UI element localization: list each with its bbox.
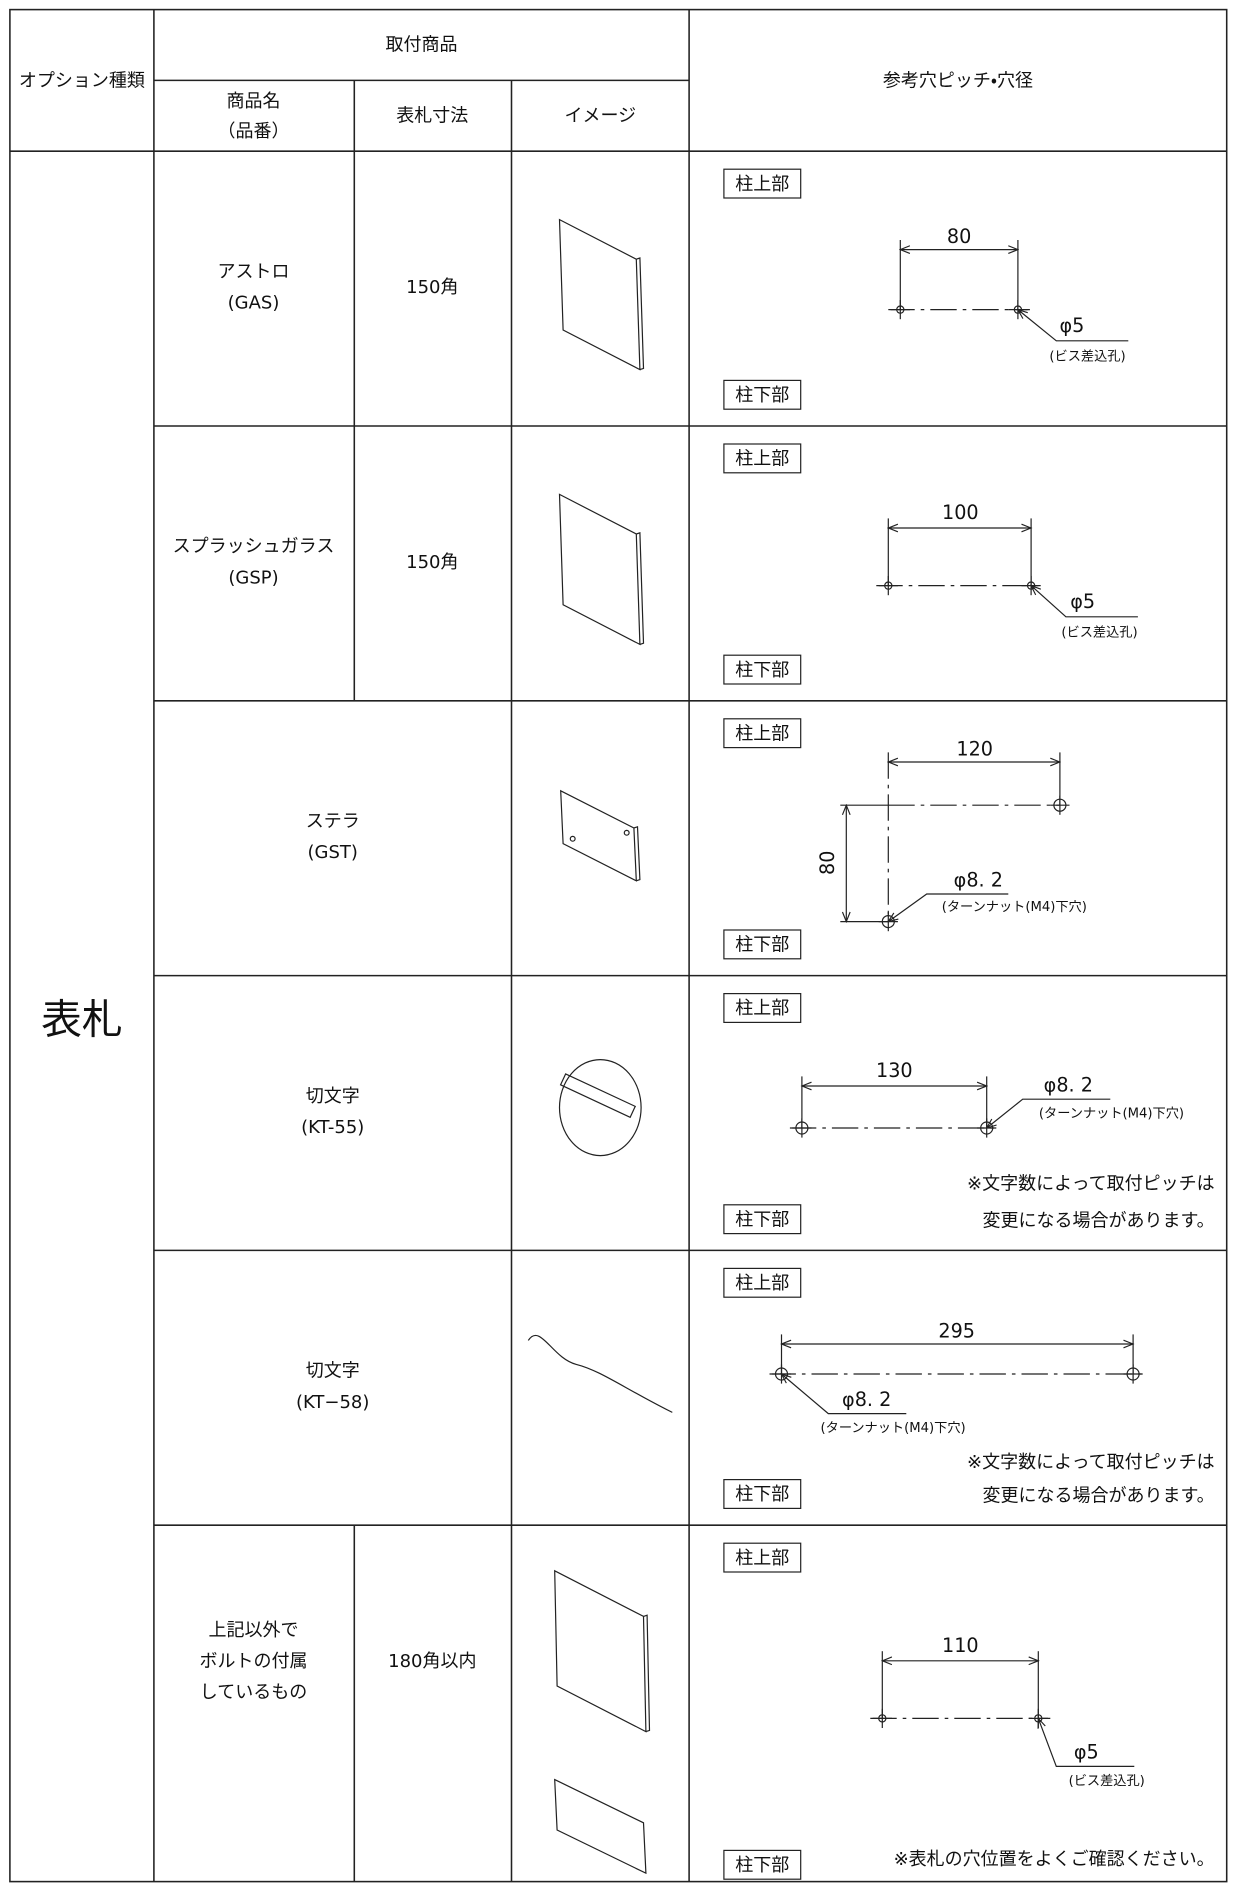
leader [987, 1098, 1111, 1128]
plate-image [558, 218, 645, 371]
dim-value: 295 [938, 1319, 975, 1342]
product-name: スプラッシュガラス [173, 536, 335, 557]
product-name: (GSP) [228, 567, 278, 588]
note: ※文字数によって取付ピッチは [967, 1173, 1215, 1194]
product-name: アストロ [218, 261, 290, 282]
header-product: 取付商品 [386, 35, 458, 56]
label-top: 柱上部 [735, 174, 789, 195]
product-name: (KT-55) [301, 1117, 364, 1138]
hole-note: (ビス差込孔) [1061, 624, 1137, 640]
plate-image [558, 1059, 642, 1157]
plate-image [554, 1569, 651, 1733]
label-bottom: 柱下部 [735, 1484, 789, 1505]
label-box [723, 1267, 802, 1298]
hole-size: φ8. 2 [1044, 1074, 1093, 1097]
plate-image [559, 1073, 637, 1119]
hole-size: φ5 [1059, 314, 1084, 337]
product-name: 切文字 [306, 1361, 360, 1382]
hole-note: (ターンナット(M4)下穴) [1039, 1106, 1184, 1122]
hole-note: (ビス差込孔) [1069, 1773, 1145, 1789]
hole-size: φ5 [1070, 590, 1095, 613]
label-box [723, 1479, 802, 1509]
hole-size: φ5 [1074, 1741, 1099, 1764]
plate-image [554, 1778, 647, 1875]
label-bottom: 柱下部 [735, 660, 789, 681]
product-name: ステラ [306, 811, 360, 832]
label-box [723, 168, 802, 199]
note: 変更になる場合があります。 [982, 1485, 1214, 1506]
leader [1018, 310, 1129, 342]
product-name: ボルトの付属 [200, 1651, 308, 1672]
leader [1031, 586, 1138, 618]
product-name: 上記以外で [209, 1620, 299, 1641]
product-name: (GAS) [228, 293, 280, 314]
label-top: 柱上部 [735, 1273, 789, 1294]
hole-note: (ビス差込孔) [1049, 348, 1125, 364]
header-size: 表札寸法 [396, 105, 468, 126]
hole-size: φ8. 2 [842, 1388, 891, 1411]
plate-size: 180角以内 [388, 1651, 476, 1672]
header-image: イメージ [564, 105, 636, 126]
leader [1038, 1718, 1135, 1767]
label-top: 柱上部 [735, 449, 789, 470]
label-box [723, 718, 802, 749]
label-bottom: 柱下部 [735, 385, 789, 406]
product-name: 切文字 [306, 1086, 360, 1107]
label-bottom: 柱下部 [735, 935, 789, 956]
leader [782, 1374, 907, 1415]
header-code: （品番） [218, 121, 290, 142]
label-bottom: 柱下部 [735, 1209, 789, 1230]
label-box [723, 1849, 802, 1880]
plate-image [560, 789, 641, 882]
label-top: 柱上部 [735, 723, 789, 744]
table-grid [9, 8, 1228, 1883]
label-box [723, 379, 802, 410]
label-box [723, 443, 802, 474]
hole-note: (ターンナット(M4)下穴) [821, 1420, 966, 1436]
label-box [723, 1542, 802, 1573]
note: ※文字数によって取付ピッチは [967, 1452, 1215, 1473]
plate-image [527, 1334, 673, 1413]
note: ※表札の穴位置をよくご確認ください。 [894, 1849, 1215, 1870]
header-name: 商品名 [227, 91, 281, 112]
header-pitch: 参考穴ピッチ・穴径 [883, 71, 1033, 92]
hole-note: (ターンナット(M4)下穴) [942, 899, 1087, 915]
leader [888, 893, 1009, 922]
plate-hole [623, 829, 630, 836]
plate-size: 150角 [406, 552, 458, 573]
label-top: 柱上部 [735, 998, 789, 1019]
product-name: (KT−58) [296, 1392, 369, 1413]
label-box [723, 929, 802, 960]
label-box [723, 1204, 802, 1235]
dim-value: 80 [816, 851, 839, 875]
dim-value: 80 [947, 225, 971, 248]
label-box [723, 993, 802, 1023]
plate-image [558, 493, 645, 646]
dim-value: 120 [956, 738, 993, 761]
product-name: (GST) [307, 842, 357, 863]
category: 表札 [41, 995, 123, 1043]
header-option-type: オプション種類 [19, 71, 145, 92]
dim-value: 110 [942, 1634, 979, 1657]
label-top: 柱上部 [735, 1548, 789, 1569]
product-name: しているもの [200, 1682, 307, 1703]
label-bottom: 柱下部 [735, 1855, 789, 1876]
plate-size: 150角 [406, 277, 458, 298]
label-box [723, 654, 802, 685]
plate-hole [569, 835, 576, 842]
dim-value: 130 [876, 1059, 913, 1082]
note: 変更になる場合があります。 [982, 1211, 1214, 1232]
hole-size: φ8. 2 [954, 868, 1003, 891]
dim-value: 100 [942, 501, 979, 524]
